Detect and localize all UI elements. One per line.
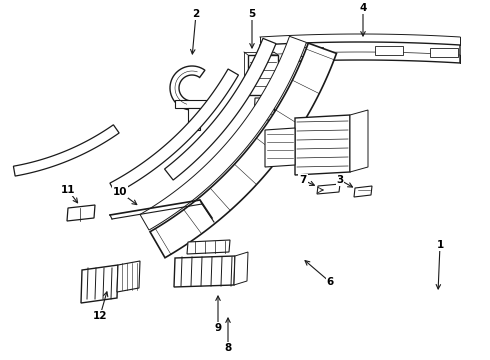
Text: 11: 11: [61, 185, 75, 195]
Polygon shape: [254, 98, 275, 120]
Polygon shape: [110, 69, 239, 194]
Text: 4: 4: [359, 3, 367, 13]
Polygon shape: [67, 205, 95, 221]
Polygon shape: [248, 55, 278, 95]
Polygon shape: [354, 186, 372, 197]
Polygon shape: [317, 184, 340, 194]
Polygon shape: [295, 47, 323, 56]
Polygon shape: [170, 66, 205, 110]
Polygon shape: [81, 265, 118, 303]
Polygon shape: [430, 48, 458, 57]
Polygon shape: [165, 39, 276, 180]
Polygon shape: [174, 256, 235, 287]
Polygon shape: [117, 261, 140, 292]
Polygon shape: [150, 43, 337, 258]
Polygon shape: [234, 252, 248, 285]
Text: 6: 6: [326, 277, 334, 287]
Text: 10: 10: [113, 187, 127, 197]
Text: 9: 9: [215, 323, 221, 333]
Text: 8: 8: [224, 343, 232, 353]
Polygon shape: [295, 115, 350, 175]
Polygon shape: [140, 36, 306, 230]
Text: 7: 7: [299, 175, 307, 185]
Polygon shape: [175, 100, 210, 108]
Text: 1: 1: [437, 240, 443, 250]
Polygon shape: [260, 42, 460, 63]
Polygon shape: [265, 128, 295, 167]
Text: 5: 5: [248, 9, 256, 19]
Polygon shape: [188, 108, 200, 130]
Polygon shape: [375, 46, 403, 55]
Polygon shape: [350, 110, 368, 172]
Polygon shape: [13, 125, 119, 176]
Polygon shape: [187, 240, 230, 254]
Text: 2: 2: [193, 9, 199, 19]
Text: 3: 3: [336, 175, 343, 185]
Text: 12: 12: [93, 311, 107, 321]
